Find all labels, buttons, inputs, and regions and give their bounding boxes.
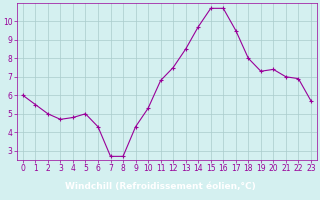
Text: Windchill (Refroidissement éolien,°C): Windchill (Refroidissement éolien,°C) <box>65 182 255 192</box>
